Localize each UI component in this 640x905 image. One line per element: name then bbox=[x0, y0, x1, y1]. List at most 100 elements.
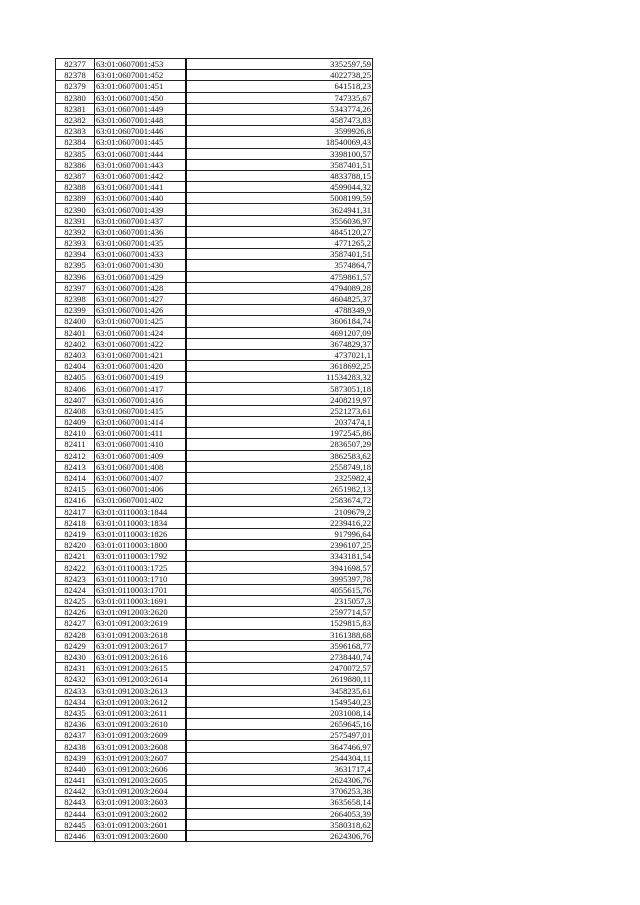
cadastral-value-cell: 4833788,15 bbox=[185, 169, 373, 183]
row-number-cell: 82386 bbox=[55, 158, 95, 171]
cadastral-number-cell: 63:01:0912003:2600 bbox=[94, 829, 187, 843]
cadastral-number-cell: 63:01:0110003:1691 bbox=[94, 594, 187, 608]
cadastral-number-cell: 63:01:0912003:2604 bbox=[94, 785, 187, 798]
table-row: 82410 63:01:0607001:411 1972545,86 bbox=[55, 427, 373, 440]
row-number-cell: 82421 bbox=[55, 550, 95, 563]
cadastral-value-cell: 4794089,28 bbox=[185, 281, 373, 294]
table-row: 82411 63:01:0607001:410 2836507,29 bbox=[55, 438, 373, 451]
cadastral-number-cell: 63:01:0110003:1844 bbox=[94, 505, 187, 518]
cadastral-number-cell: 63:01:0607001:440 bbox=[94, 192, 187, 205]
row-number-cell: 82398 bbox=[55, 292, 95, 306]
cadastral-number-cell: 63:01:0912003:2619 bbox=[94, 617, 187, 630]
table-row: 82381 63:01:0607001:449 5343774,26 bbox=[55, 102, 373, 115]
cadastral-number-cell: 63:01:0912003:2610 bbox=[94, 718, 187, 731]
row-number-cell: 82426 bbox=[55, 606, 95, 619]
row-number-cell: 82378 bbox=[55, 69, 95, 82]
cadastral-number-cell: 63:01:0607001:428 bbox=[94, 281, 187, 294]
cadastral-number-cell: 63:01:0607001:406 bbox=[94, 483, 187, 496]
cadastral-value-cell: 2619880,11 bbox=[185, 673, 373, 686]
cadastral-number-cell: 63:01:0607001:444 bbox=[94, 147, 187, 160]
row-number-cell: 82392 bbox=[55, 225, 95, 239]
cadastral-number-cell: 63:01:0607001:448 bbox=[94, 113, 187, 127]
cadastral-value-cell: 2624306,76 bbox=[185, 773, 373, 787]
row-number-cell: 82419 bbox=[55, 527, 95, 541]
table-row: 82430 63:01:0912003:2616 2738440,74 bbox=[55, 650, 373, 664]
cadastral-number-cell: 63:01:0912003:2618 bbox=[94, 628, 187, 641]
cadastral-number-cell: 63:01:0607001:426 bbox=[94, 304, 187, 317]
cadastral-value-cell: 3556036,97 bbox=[185, 214, 373, 227]
cadastral-value-cell: 2470072,57 bbox=[185, 662, 373, 675]
cadastral-value-cell: 4599044,32 bbox=[185, 181, 373, 194]
table-row: 82397 63:01:0607001:428 4794089,28 bbox=[55, 281, 373, 294]
table-row: 82392 63:01:0607001:436 4845120,27 bbox=[55, 225, 373, 239]
row-number-cell: 82428 bbox=[55, 628, 95, 641]
cadastral-number-cell: 63:01:0607001:442 bbox=[94, 169, 187, 183]
cadastral-number-cell: 63:01:0607001:408 bbox=[94, 460, 187, 473]
cadastral-value-cell: 3596168,77 bbox=[185, 639, 373, 652]
row-number-cell: 82424 bbox=[55, 583, 95, 597]
row-number-cell: 82410 bbox=[55, 427, 95, 440]
cadastral-value-cell: 2037474,1 bbox=[185, 415, 373, 429]
table-row: 82407 63:01:0607001:416 2408219,97 bbox=[55, 393, 373, 406]
row-number-cell: 82423 bbox=[55, 572, 95, 585]
cadastral-value-cell: 2624306,76 bbox=[185, 829, 373, 843]
cadastral-value-cell: 4604825,37 bbox=[185, 292, 373, 306]
row-number-cell: 82408 bbox=[55, 404, 95, 418]
row-number-cell: 82393 bbox=[55, 236, 95, 250]
table-row: 82431 63:01:0912003:2615 2470072,57 bbox=[55, 662, 373, 675]
cadastral-number-cell: 63:01:0607001:410 bbox=[94, 438, 187, 451]
cadastral-number-cell: 63:01:0607001:407 bbox=[94, 471, 187, 485]
cadastral-number-cell: 63:01:0912003:2613 bbox=[94, 684, 187, 697]
cadastral-value-cell: 3352597,59 bbox=[185, 57, 373, 71]
table-row: 82385 63:01:0607001:444 3398100,57 bbox=[55, 147, 373, 160]
row-number-cell: 82415 bbox=[55, 483, 95, 496]
cadastral-number-cell: 63:01:0912003:2617 bbox=[94, 639, 187, 652]
cadastral-value-cell: 2521273,61 bbox=[185, 404, 373, 418]
cadastral-number-cell: 63:01:0607001:441 bbox=[94, 181, 187, 194]
row-number-cell: 82387 bbox=[55, 169, 95, 183]
cadastral-number-cell: 63:01:0607001:445 bbox=[94, 136, 187, 149]
table-row: 82386 63:01:0607001:443 3587401,51 bbox=[55, 158, 373, 171]
cadastral-number-cell: 63:01:0607001:450 bbox=[94, 91, 187, 104]
cadastral-value-cell: 3631717,4 bbox=[185, 762, 373, 776]
table-row: 82395 63:01:0607001:430 3574864,7 bbox=[55, 259, 373, 272]
row-number-cell: 82407 bbox=[55, 393, 95, 406]
cadastral-value-cell: 641518,23 bbox=[185, 80, 373, 93]
cadastral-value-cell: 4771265,2 bbox=[185, 236, 373, 250]
row-number-cell: 82429 bbox=[55, 639, 95, 652]
cadastral-number-cell: 63:01:0912003:2608 bbox=[94, 740, 187, 753]
row-number-cell: 82437 bbox=[55, 729, 95, 742]
table-row: 82434 63:01:0912003:2612 1549540,23 bbox=[55, 695, 373, 708]
cadastral-number-cell: 63:01:0110003:1834 bbox=[94, 516, 187, 529]
row-number-cell: 82411 bbox=[55, 438, 95, 451]
row-number-cell: 82439 bbox=[55, 751, 95, 764]
table-row: 82441 63:01:0912003:2605 2624306,76 bbox=[55, 773, 373, 787]
cadastral-value-cell: 5343774,26 bbox=[185, 102, 373, 115]
table-row: 82435 63:01:0912003:2611 2031008,14 bbox=[55, 706, 373, 720]
table-row: 82433 63:01:0912003:2613 3458235,61 bbox=[55, 684, 373, 697]
cadastral-number-cell: 63:01:0607001:424 bbox=[94, 326, 187, 339]
cadastral-number-cell: 63:01:0607001:452 bbox=[94, 69, 187, 82]
row-number-cell: 82405 bbox=[55, 371, 95, 384]
table-row: 82408 63:01:0607001:415 2521273,61 bbox=[55, 404, 373, 418]
cadastral-value-cell: 4691207,09 bbox=[185, 326, 373, 339]
cadastral-value-cell: 2575497,01 bbox=[185, 729, 373, 742]
row-number-cell: 82388 bbox=[55, 181, 95, 194]
table-row: 82427 63:01:0912003:2619 1529815,83 bbox=[55, 617, 373, 630]
table-row: 82378 63:01:0607001:452 4022738,25 bbox=[55, 69, 373, 82]
cadastral-value-cell: 3574864,7 bbox=[185, 259, 373, 272]
row-number-cell: 82418 bbox=[55, 516, 95, 529]
cadastral-value-cell: 2396107,25 bbox=[185, 539, 373, 552]
row-number-cell: 82430 bbox=[55, 650, 95, 664]
cadastral-number-cell: 63:01:0110003:1792 bbox=[94, 550, 187, 563]
cadastral-number-cell: 63:01:0110003:1701 bbox=[94, 583, 187, 597]
cadastral-value-cell: 4759861,57 bbox=[185, 270, 373, 283]
table-row: 82403 63:01:0607001:421 4737021,1 bbox=[55, 348, 373, 362]
cadastral-number-cell: 63:01:0607001:449 bbox=[94, 102, 187, 115]
table-row: 82419 63:01:0110003:1826 917996,64 bbox=[55, 527, 373, 541]
cadastral-number-cell: 63:01:0110003:1725 bbox=[94, 561, 187, 574]
cadastral-number-cell: 63:01:0607001:436 bbox=[94, 225, 187, 239]
table-row: 82415 63:01:0607001:406 2651982,13 bbox=[55, 483, 373, 496]
cadastral-number-cell: 63:01:0912003:2611 bbox=[94, 706, 187, 720]
cadastral-value-cell: 1529815,83 bbox=[185, 617, 373, 630]
